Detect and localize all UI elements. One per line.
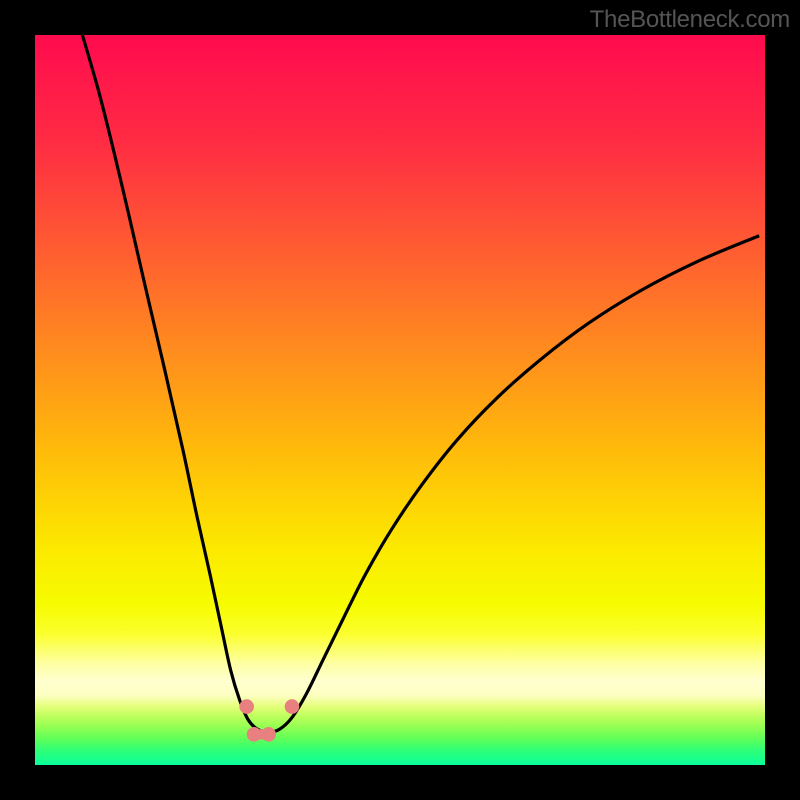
plot-area <box>35 35 765 765</box>
main-curve <box>72 35 760 732</box>
curve-layer <box>35 35 765 765</box>
watermark-text: TheBottleneck.com <box>590 6 790 34</box>
chart-container: TheBottleneck.com <box>0 0 800 800</box>
